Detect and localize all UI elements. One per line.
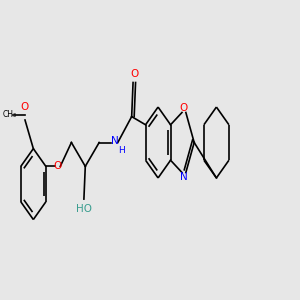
- Text: O: O: [180, 103, 188, 113]
- Text: O: O: [21, 102, 29, 112]
- Text: N: N: [111, 136, 118, 146]
- Text: CH₃: CH₃: [3, 110, 17, 119]
- Text: O: O: [53, 161, 62, 171]
- Text: O: O: [130, 69, 139, 79]
- Text: H: H: [118, 146, 125, 155]
- Text: N: N: [180, 172, 188, 182]
- Text: HO: HO: [76, 204, 92, 214]
